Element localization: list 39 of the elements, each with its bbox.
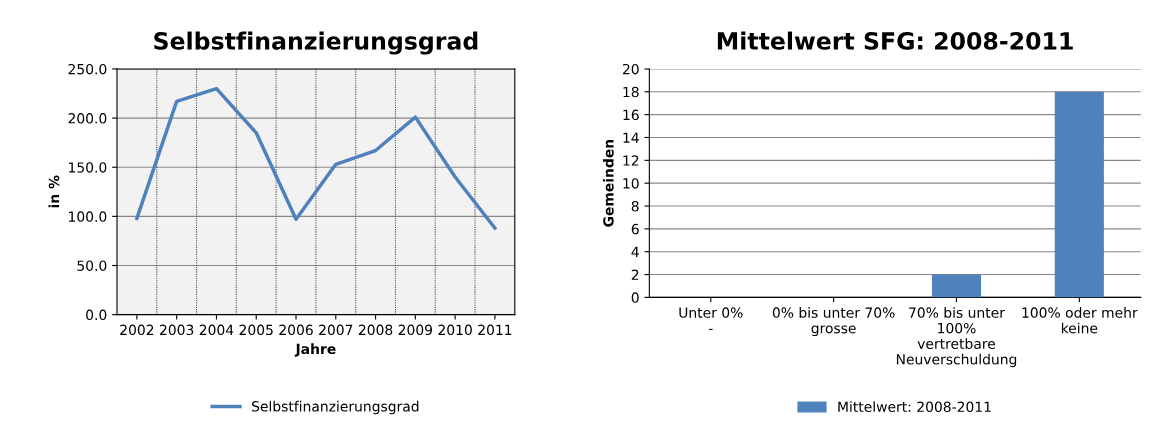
y-tick-label: 200.0 [68, 113, 107, 124]
legend-label: Selbstfinanzierungsgrad [252, 400, 419, 415]
y-tick-label: 8 [631, 200, 639, 212]
y-tick-label: 4 [631, 246, 639, 257]
x-tick-label: 2010 [438, 324, 472, 336]
x-tick-label: 2011 [478, 324, 512, 336]
y-tick-label: 0.0 [86, 309, 107, 321]
x-tick-label: 2009 [398, 324, 433, 336]
y-tick-label: 250.0 [68, 63, 107, 75]
y-tick-label: 0 [631, 292, 639, 303]
y-tick-label: 150.0 [69, 162, 107, 173]
x-tick-label: 0% bis unter 70% grosse [772, 307, 895, 337]
y-tick-label: 6 [631, 223, 639, 235]
y-tick-label: 18 [623, 86, 639, 98]
y-tick-label: 16 [623, 109, 639, 121]
y-tick-label: 14 [623, 132, 639, 143]
x-tick-label: Unter 0% - [679, 307, 743, 330]
line-series [135, 86, 497, 230]
y-axis-title: Gemeinden [602, 139, 614, 227]
x-tick-label: 2002 [120, 324, 154, 336]
y-tick-label: 100.0 [69, 211, 107, 222]
x-tick-label: 100% oder mehr keine [1022, 307, 1138, 334]
y-axis-title: in % [48, 175, 60, 208]
chart-title: Mittelwert SFG: 2008-2011 [717, 31, 1073, 50]
x-tick-label: 2003 [160, 324, 194, 336]
y-tick-label: 12 [623, 155, 639, 166]
y-tick-label: 20 [622, 63, 639, 75]
y-tick-label: 50.0 [77, 260, 107, 271]
y-tick-label: 10 [623, 178, 639, 189]
x-tick-label: 2008 [358, 324, 393, 336]
chart-title: Selbstfinanzierungsgrad [154, 31, 478, 55]
y-tick-label: 2 [631, 269, 639, 280]
x-tick-label: 70% bis unter 100% vertretbare Neuverschuldung [896, 307, 1017, 368]
x-tick-label: 2004 [199, 324, 234, 336]
x-tick-label: 2007 [319, 324, 353, 336]
x-axis-title: Jahre [294, 343, 336, 357]
x-tick-label: 2005 [239, 324, 273, 336]
x-tick-label: 2006 [279, 324, 313, 336]
legend-label: Mittelwert: 2008-2011 [838, 401, 991, 413]
